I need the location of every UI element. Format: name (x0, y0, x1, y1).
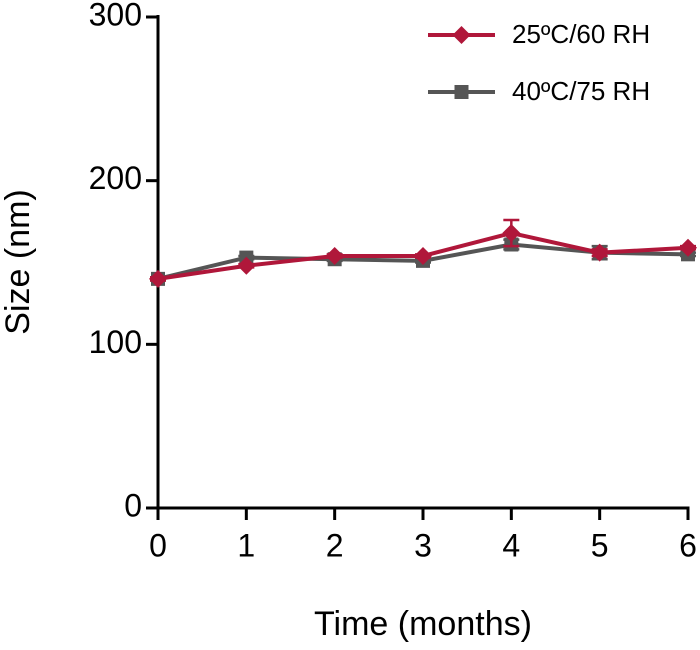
marker (502, 224, 521, 243)
y-tick-label: 300 (89, 0, 142, 32)
y-tick-label: 0 (124, 487, 142, 523)
x-tick-label: 1 (237, 527, 255, 563)
x-tick-label: 4 (502, 527, 520, 563)
legend-marker (452, 26, 471, 44)
x-tick-label: 5 (591, 527, 609, 563)
marker (237, 256, 256, 275)
y-tick-label: 100 (89, 324, 142, 360)
marker (590, 243, 609, 262)
x-tick-label: 3 (414, 527, 432, 563)
x-tick-label: 2 (326, 527, 344, 563)
marker (414, 246, 432, 265)
y-tick-label: 200 (89, 160, 142, 196)
legend-label: 25ºC/60 RH (512, 19, 650, 49)
y-axis-title: Size (nm) (0, 189, 37, 334)
legend-label: 40ºC/75 RH (512, 76, 650, 106)
legend-marker (454, 85, 469, 99)
marker (325, 246, 344, 265)
x-tick-label: 0 (149, 527, 167, 563)
x-tick-label: 6 (679, 527, 697, 563)
marker (149, 269, 167, 288)
marker (679, 238, 697, 257)
x-axis-title: Time (months) (314, 605, 532, 643)
